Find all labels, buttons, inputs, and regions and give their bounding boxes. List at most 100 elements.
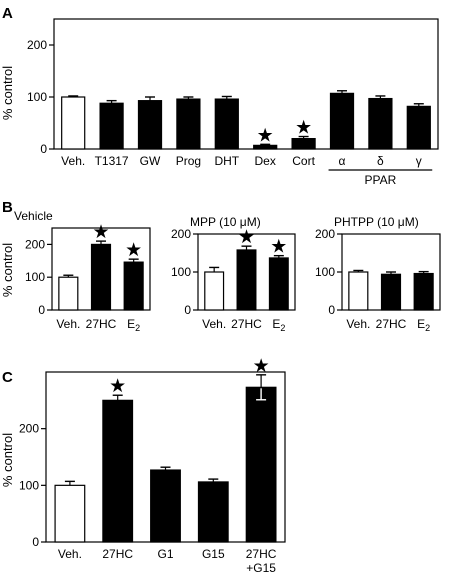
panel-b2-e2-2-label: E2	[417, 317, 430, 333]
panel-c-ytick-label-0: 0	[32, 535, 39, 549]
panel-b0-title: Vehicle	[14, 209, 53, 223]
panel-b0-27hc-1-significance-star: ★	[92, 222, 109, 243]
panel-a-cort-6-label: Cort	[292, 154, 315, 168]
panel-a-dht-4-label: DHT	[214, 154, 239, 168]
panel-a-prog-3-bar	[176, 98, 201, 150]
panel-a-gw-2-bar	[137, 100, 163, 150]
panel-a-cort-6-significance-star: ★	[295, 118, 312, 139]
panel-c-27hc-1-bar	[102, 399, 134, 543]
panel-b-ylabel: % control	[0, 243, 15, 297]
panel-b1-veh-0-error-bar	[209, 266, 220, 272]
panel-a-t1317-1-bar	[99, 102, 124, 150]
panel-c-27hc-g15-4-bar	[245, 386, 277, 543]
panel-b1-27hc-1-error-bar	[241, 245, 252, 250]
panel-b1-veh-0-bar	[204, 271, 225, 311]
panel-b0-e2-2-label: E2	[127, 317, 140, 333]
panel-a-gw-2-label: GW	[140, 154, 161, 168]
panel-c-veh-0-bar	[54, 484, 86, 543]
panel-b1-e2-2-error-bar	[273, 254, 284, 258]
panel-a-dht-4-bar	[214, 98, 239, 150]
panel-a-dex-5-significance-star: ★	[257, 125, 274, 146]
panel-c-ylabel: % control	[0, 433, 15, 487]
panel-a-veh-0-label: Veh.	[61, 154, 85, 168]
panel-b1-27hc-1-bar	[236, 249, 257, 311]
panel-b-vehicle-chart: 0 100 200 Veh. ★ 27HC ★ E2 Vehicle	[14, 209, 151, 333]
panel-b1-title: MPP (10 μM)	[190, 215, 261, 229]
panel-c-veh-0-label: Veh.	[58, 547, 82, 561]
panel-b2-veh-0-bar	[348, 271, 369, 311]
panel-b-mpp-chart: 0 100 200 Veh. ★ 27HC ★ E2 MPP (10 μM)	[171, 215, 296, 333]
panel-c-g1-2-bar	[150, 469, 181, 543]
panel-b2-e2-2-error-bar	[418, 270, 429, 274]
panel-b1-ytick-label-0: 0	[184, 303, 191, 317]
panel-c-veh-0-error-bar	[64, 480, 75, 486]
panel-a-t1317-1-label: T1317	[95, 154, 129, 168]
panel-a-ylabel: % control	[0, 66, 15, 120]
panel-b2-ytick-label-0: 0	[328, 303, 335, 317]
panel-b2-27hc-1-label: 27HC	[376, 317, 407, 331]
panel-b2-title: PHTPP (10 μM)	[334, 215, 419, 229]
panel-b1-ytick-label-100: 100	[171, 265, 191, 279]
panel-b2-veh-0-error-bar	[353, 269, 364, 272]
panel-b1-e2-2-bar	[268, 257, 289, 311]
panel-b2-ytick-label-100: 100	[315, 265, 335, 279]
panel-c-27hc-1-label: 27HC	[102, 547, 133, 561]
panel-b2-ytick-label-200: 200	[315, 227, 335, 241]
panel-letter-b: B	[2, 199, 13, 216]
panel-c-g15-3-label: G15	[202, 547, 225, 561]
panel-a-axes-frame	[53, 18, 439, 150]
panel-c-27hc-1-error-bar	[112, 394, 123, 401]
panel-a-dht-4-error-bar	[221, 95, 232, 100]
panel-a-gw-2-error-bar	[145, 96, 155, 101]
panel-b0-27hc-1-error-bar	[96, 240, 106, 245]
panel-b0-e2-2-significance-star: ★	[125, 240, 142, 261]
panel-b0-veh-0-label: Veh.	[56, 317, 80, 331]
panel-a-dex-5-label: Dex	[255, 154, 276, 168]
panel-a-veh-0-bar	[61, 96, 86, 150]
panel-b0-27hc-1-bar	[90, 243, 112, 311]
panel-b1-e2-2-significance-star: ★	[270, 237, 287, 258]
panel-c-27hc-g15-4-significance-star: ★	[253, 356, 270, 377]
panel-a-veh-0-error-bar	[68, 95, 79, 97]
panel-b0-e2-2-bar	[123, 261, 144, 311]
panel-b0-ytick-label-0: 0	[38, 303, 45, 317]
panel-c-27hc-g15-4-label-line-1: +G15	[246, 561, 276, 575]
panel-c-27hc-g15-4-label-line-0: 27HC	[246, 547, 277, 561]
panel-a-dex-5-error-bar	[260, 143, 271, 146]
panel-a-chart: 0 100 200 Veh. T1317 GW Prog DHT ★ Dex ★ Cort α δ γ PPA…	[27, 18, 439, 187]
panel-b0-ytick-label-200: 200	[25, 237, 45, 251]
panel-c-g1-2-error-bar	[160, 466, 171, 471]
panel-b0-veh-0-error-bar	[63, 274, 74, 278]
panel-b2-veh-0-label: Veh.	[346, 317, 370, 331]
panel-a-ytick-label-0: 0	[40, 142, 47, 156]
panel-b1-ytick-label-200: 200	[171, 227, 191, 241]
panel-a-cat-7-bar	[329, 92, 355, 150]
panel-c-27hc-1-significance-star: ★	[109, 376, 126, 397]
panel-b2-27hc-1-bar	[380, 273, 402, 311]
panel-b-phtpp-chart: 0 100 200 Veh. 27HC E2 PHTPP (10 μM)	[315, 215, 441, 333]
panel-c-27hc-g15-4-error-bar	[256, 374, 267, 401]
panel-a-cat-8-label: δ	[377, 154, 384, 168]
panel-b1-27hc-1-label: 27HC	[231, 317, 262, 331]
panel-c-ytick-label-200: 200	[19, 422, 39, 436]
panel-a-ytick-label-200: 200	[27, 38, 47, 52]
panel-b2-e2-2-bar	[413, 272, 434, 311]
panel-a-cort-6-bar	[291, 138, 316, 150]
panel-c-ytick-label-100: 100	[19, 478, 39, 492]
panel-a-prog-3-label: Prog	[176, 154, 201, 168]
panel-a-prog-3-error-bar	[183, 96, 194, 100]
panel-a-cat-9-bar	[406, 105, 431, 150]
panel-b1-27hc-1-significance-star: ★	[238, 227, 255, 248]
panel-b0-veh-0-bar	[58, 276, 79, 311]
panel-a-cort-6-error-bar	[298, 135, 309, 139]
panel-c-g15-3-bar	[197, 481, 229, 543]
panel-c-g15-3-error-bar	[208, 478, 219, 482]
panel-c-g1-2-label: G1	[157, 547, 173, 561]
panel-a-cat-8-bar	[368, 97, 393, 150]
panel-b2-27hc-1-error-bar	[386, 271, 396, 275]
panel-a-t1317-1-error-bar	[106, 99, 117, 104]
panel-a-ytick-label-100: 100	[27, 90, 47, 104]
panel-letter-a: A	[2, 5, 13, 22]
